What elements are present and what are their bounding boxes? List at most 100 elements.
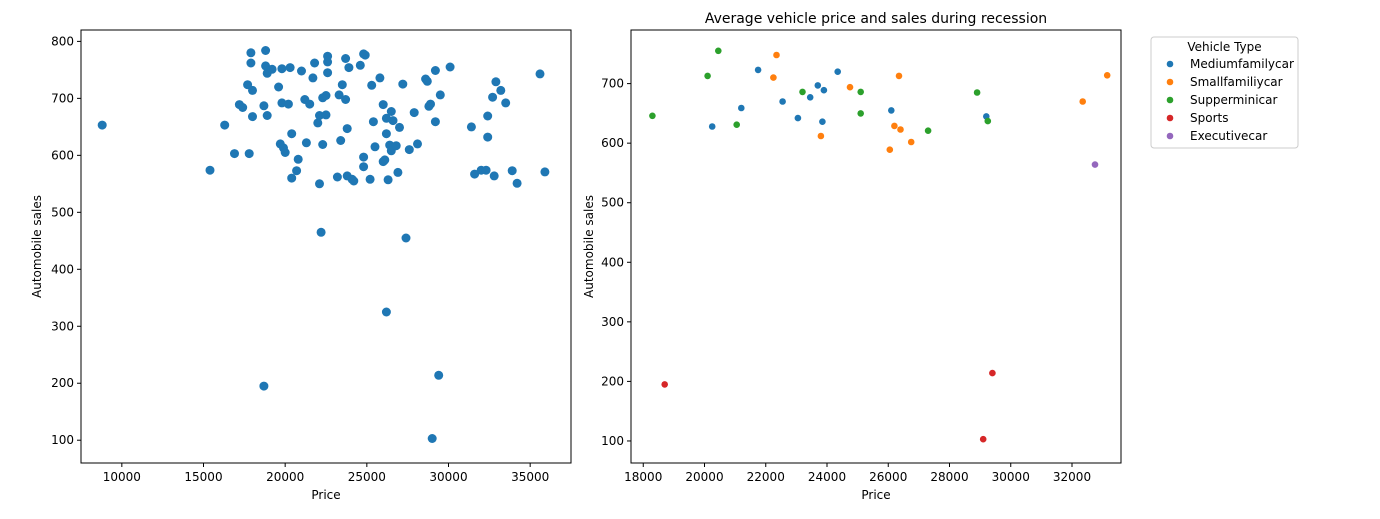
data-point <box>434 370 444 380</box>
data-point <box>507 166 517 176</box>
legend-marker <box>1166 60 1174 68</box>
data-point <box>489 171 499 181</box>
x-tick-label: 22000 <box>747 470 785 484</box>
right-chart-title: Average vehicle price and sales during r… <box>705 11 1047 27</box>
data-point <box>496 85 506 95</box>
right-plot-frame <box>630 29 1122 464</box>
data-point <box>1079 98 1086 105</box>
left-plot-area <box>81 30 571 463</box>
data-point <box>857 110 864 117</box>
y-tick-label: 700 <box>51 91 74 105</box>
data-point <box>341 95 351 104</box>
data-point <box>262 111 272 120</box>
data-point <box>708 123 716 130</box>
data-point <box>395 122 404 132</box>
legend-label: Executivecar <box>1190 129 1267 143</box>
data-point <box>205 165 215 175</box>
legend-marker <box>1166 78 1174 86</box>
data-point <box>292 166 302 176</box>
legend-marker <box>1166 96 1174 104</box>
data-point <box>321 91 331 100</box>
data-point <box>488 92 498 102</box>
right-x-ticks: 18000 20000 22000 24000 26000 28000 30000 32000 <box>624 463 1091 484</box>
y-tick-label: 800 <box>51 34 74 48</box>
data-point <box>427 434 437 443</box>
data-point <box>409 108 419 118</box>
data-point <box>220 120 230 130</box>
data-point <box>378 100 388 110</box>
data-point <box>310 58 320 68</box>
data-point <box>342 124 352 134</box>
data-point <box>794 114 802 122</box>
data-point <box>661 381 668 388</box>
right-y-ticks: 100 200 300 400 500 600 700 <box>601 77 631 448</box>
x-tick-label: 20000 <box>266 470 304 484</box>
data-point <box>649 112 656 120</box>
data-point <box>293 154 303 164</box>
data-point <box>733 121 740 128</box>
legend-label: Smallfamiliycar <box>1190 75 1283 89</box>
data-point <box>359 152 369 162</box>
data-point <box>413 139 422 149</box>
right-y-axis-label: Automobile sales <box>582 195 596 298</box>
data-point <box>834 68 841 75</box>
data-point <box>491 77 501 87</box>
data-point <box>238 103 248 112</box>
y-tick-label: 600 <box>51 148 74 162</box>
data-point <box>308 73 318 83</box>
data-point <box>321 110 331 120</box>
data-point <box>349 176 359 186</box>
data-point <box>259 381 269 391</box>
data-point <box>814 82 822 89</box>
data-point <box>285 63 295 73</box>
data-point <box>261 46 271 55</box>
data-point <box>280 148 290 157</box>
data-point <box>1103 72 1111 79</box>
data-point <box>799 88 806 96</box>
y-tick-label: 200 <box>601 374 624 388</box>
data-point <box>704 72 711 80</box>
data-point <box>404 145 414 155</box>
data-point <box>512 178 522 188</box>
legend-label: Mediumfamilycar <box>1190 57 1294 71</box>
data-point <box>323 51 333 61</box>
data-point <box>305 99 315 109</box>
legend-frame <box>1150 36 1299 149</box>
data-point <box>773 51 780 59</box>
data-point <box>230 149 239 159</box>
data-point <box>246 48 256 58</box>
data-point <box>287 129 297 139</box>
data-point <box>754 66 762 74</box>
data-point <box>819 118 826 125</box>
data-point <box>313 118 323 128</box>
x-tick-label: 32000 <box>1053 470 1091 484</box>
data-point <box>315 179 324 189</box>
data-point <box>360 50 370 60</box>
data-point <box>989 369 996 377</box>
x-tick-label: 15000 <box>184 470 222 484</box>
y-tick-label: 300 <box>51 319 74 333</box>
data-point <box>907 138 915 146</box>
x-tick-label: 28000 <box>930 470 968 484</box>
data-point <box>355 60 365 70</box>
data-point <box>316 227 326 237</box>
x-tick-label: 20000 <box>685 470 723 484</box>
x-tick-label: 24000 <box>808 470 846 484</box>
data-point <box>886 146 894 153</box>
legend-marker <box>1166 114 1174 122</box>
data-point <box>388 116 398 126</box>
data-point <box>481 165 491 175</box>
data-point <box>393 167 403 177</box>
data-point <box>483 132 493 142</box>
y-tick-label: 300 <box>601 315 624 329</box>
data-point <box>715 47 722 55</box>
data-point <box>401 233 411 243</box>
left-points <box>97 46 550 443</box>
data-point <box>370 142 380 152</box>
data-point <box>445 62 455 72</box>
data-point <box>277 64 287 74</box>
data-point <box>979 435 987 443</box>
data-point <box>483 111 493 121</box>
legend-title: Vehicle Type <box>1187 40 1261 54</box>
data-point <box>274 82 284 92</box>
